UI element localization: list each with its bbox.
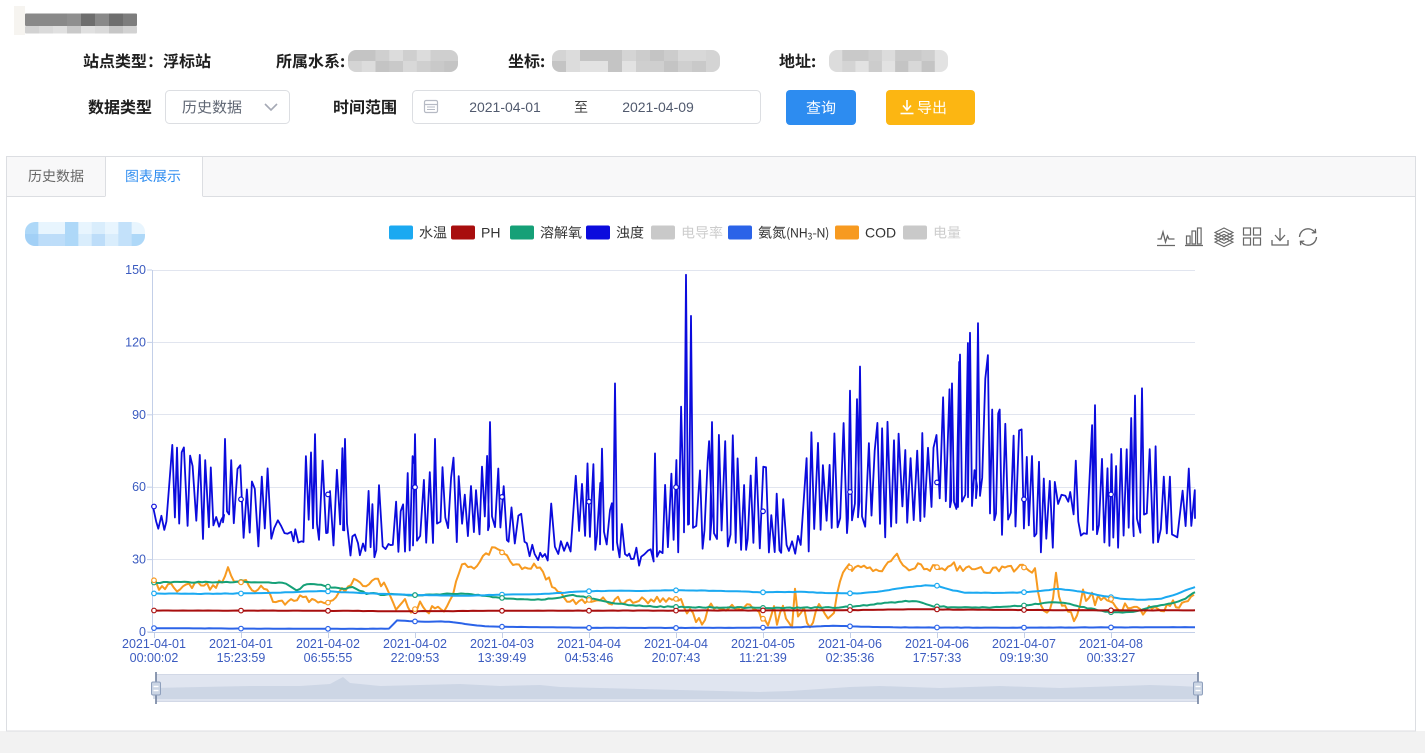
svg-text:60: 60 xyxy=(132,480,146,494)
svg-text:PH: PH xyxy=(481,225,500,241)
svg-text:15:23:59: 15:23:59 xyxy=(217,651,266,665)
svg-text:0: 0 xyxy=(139,625,146,639)
svg-text:2021-04-09: 2021-04-09 xyxy=(622,99,694,115)
svg-text:11:21:39: 11:21:39 xyxy=(739,651,787,665)
svg-text:06:55:55: 06:55:55 xyxy=(304,651,353,665)
svg-text:04:53:46: 04:53:46 xyxy=(565,651,614,665)
svg-text:120: 120 xyxy=(125,335,146,349)
svg-text:17:57:33: 17:57:33 xyxy=(913,651,962,665)
svg-text:2021-04-04: 2021-04-04 xyxy=(557,637,621,651)
svg-text:2021-04-01: 2021-04-01 xyxy=(469,99,541,115)
svg-text:2021-04-02: 2021-04-02 xyxy=(296,637,360,651)
svg-text:30: 30 xyxy=(132,553,146,567)
svg-text:20:07:43: 20:07:43 xyxy=(652,651,701,665)
svg-text:2021-04-06: 2021-04-06 xyxy=(905,637,969,651)
svg-text:COD: COD xyxy=(865,225,896,241)
svg-text:2021-04-06: 2021-04-06 xyxy=(818,637,882,651)
svg-text:2021-04-08: 2021-04-08 xyxy=(1079,637,1143,651)
svg-text:02:35:36: 02:35:36 xyxy=(826,651,875,665)
svg-text:09:19:30: 09:19:30 xyxy=(1000,651,1049,665)
svg-text:2021-04-05: 2021-04-05 xyxy=(731,637,795,651)
svg-text:13:39:49: 13:39:49 xyxy=(478,651,527,665)
svg-text:90: 90 xyxy=(132,408,146,422)
svg-text:22:09:53: 22:09:53 xyxy=(391,651,440,665)
svg-text:2021-04-07: 2021-04-07 xyxy=(992,637,1056,651)
svg-text:00:00:02: 00:00:02 xyxy=(130,651,179,665)
svg-text:2021-04-01: 2021-04-01 xyxy=(209,637,273,651)
svg-text:2021-04-03: 2021-04-03 xyxy=(470,637,534,651)
svg-text:150: 150 xyxy=(125,263,146,277)
svg-text:2021-04-02: 2021-04-02 xyxy=(383,637,447,651)
svg-text:2021-04-01: 2021-04-01 xyxy=(122,637,186,651)
svg-text:00:33:27: 00:33:27 xyxy=(1087,651,1136,665)
svg-text:2021-04-04: 2021-04-04 xyxy=(644,637,708,651)
